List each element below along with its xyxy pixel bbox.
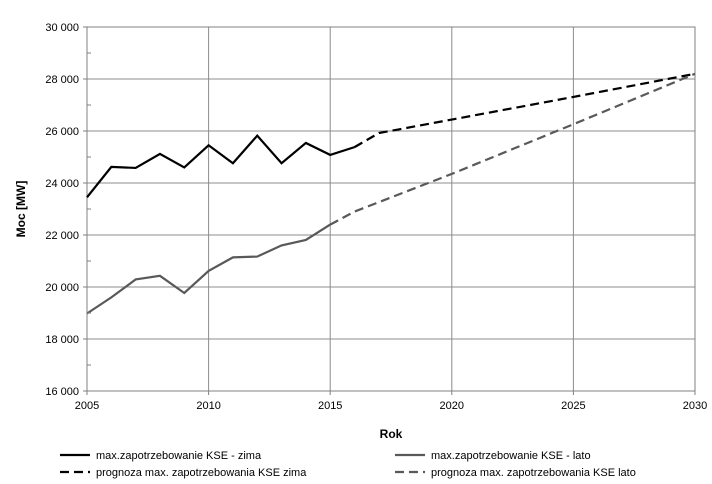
y-tick-label: 28 000: [45, 74, 79, 86]
plot-area-frame: [86, 26, 696, 392]
legend-item: prognoza max. zapotrzebowania KSE lato: [395, 467, 636, 479]
legend-label: prognoza max. zapotrzebowania KSE zima: [96, 467, 307, 479]
y-axis-title: Moc [MW]: [14, 181, 28, 238]
legend-item: prognoza max. zapotrzebowania KSE zima: [60, 467, 307, 479]
series-line-1: [86, 134, 355, 198]
legend: max.zapotrzebowanie KSE - zima max.zapotr…: [60, 450, 636, 479]
series-line-3: [353, 72, 696, 149]
y-tick-label: 20 000: [45, 282, 79, 294]
x-tick-label: 2020: [440, 400, 464, 412]
y-tick-label: 26 000: [45, 126, 79, 138]
x-tick-label: 2015: [318, 400, 342, 412]
y-tick-label: 16 000: [45, 386, 79, 398]
series-line-4: [329, 72, 696, 226]
legend-label: prognoza max. zapotrzebowania KSE lato: [431, 467, 636, 479]
x-tick-label: 2010: [196, 400, 220, 412]
series-line-2: [86, 223, 331, 315]
x-axis-ticks: 2005 2010 2015 2020 2025 2030: [75, 391, 707, 412]
legend-label: max.zapotrzebowanie KSE - lato: [431, 450, 591, 462]
y-tick-label: 22 000: [45, 230, 79, 242]
y-tick-label: 24 000: [45, 178, 79, 190]
x-axis-title: Rok: [380, 427, 403, 441]
x-tick-label: 2005: [75, 400, 99, 412]
legend-label: max.zapotrzebowanie KSE - zima: [96, 450, 262, 462]
x-tick-label: 2025: [561, 400, 585, 412]
y-tick-label: 30 000: [45, 22, 79, 34]
x-tick-label: 2030: [683, 400, 707, 412]
legend-item: max.zapotrzebowanie KSE - zima: [60, 450, 262, 462]
y-axis-ticks: 16 000 18 000 20 000 22 000 24 000 26 000 28 0…: [45, 22, 91, 398]
grid: [87, 27, 695, 391]
y-tick-label: 18 000: [45, 334, 79, 346]
legend-item: max.zapotrzebowanie KSE - lato: [395, 450, 591, 462]
series-layer: [86, 72, 696, 315]
